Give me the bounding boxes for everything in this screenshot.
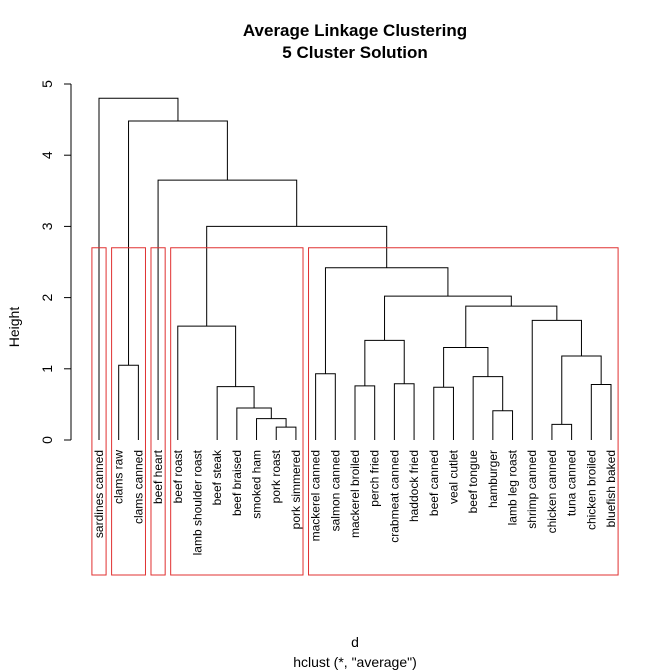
merge-link <box>561 355 602 425</box>
leaf-label: pork roast <box>269 449 283 503</box>
y-tick-label: 2 <box>39 293 55 301</box>
merge-link <box>275 426 297 440</box>
leaf-label: beef braised <box>230 450 244 516</box>
cluster-box <box>308 247 619 576</box>
x-axis-sublabel: hclust (*, "average") <box>293 654 417 670</box>
merge-link <box>433 386 454 440</box>
leaf-label: tuna canned <box>565 450 579 516</box>
leaf-label: lamb leg roast <box>506 449 520 525</box>
leaf-label: hamburger <box>486 450 500 508</box>
merge-link <box>531 319 582 440</box>
leaf-label: pork simmered <box>289 450 303 529</box>
leaf-label: mackerel broiled <box>348 450 362 538</box>
merge-link <box>364 339 405 386</box>
merge-link <box>590 383 612 440</box>
leaf-label: perch fried <box>368 450 382 507</box>
merge-link <box>324 267 449 374</box>
leaf-label: beef steak <box>210 449 224 505</box>
leaf-label: clams canned <box>131 450 145 524</box>
cluster-box <box>111 247 146 576</box>
leaf-label: chicken canned <box>545 450 559 533</box>
leaf-label: sardines canned <box>92 450 106 538</box>
merge-link <box>393 383 415 440</box>
merge-link <box>256 418 287 440</box>
merge-link <box>157 179 298 440</box>
merge-link <box>492 410 514 440</box>
merge-link <box>443 346 489 388</box>
y-tick-label: 1 <box>39 365 55 373</box>
chart-subtitle: 5 Cluster Solution <box>282 43 427 62</box>
merge-link <box>465 305 558 348</box>
y-tick-label: 4 <box>39 151 55 159</box>
cluster-box <box>170 247 304 576</box>
chart-title: Average Linkage Clustering <box>243 21 467 40</box>
leaf-label: clams raw <box>112 450 126 504</box>
merge-link <box>551 423 573 440</box>
leaf-label: haddock fried <box>407 450 421 522</box>
cluster-box <box>150 247 166 576</box>
leaf-label: veal cutlet <box>446 449 460 504</box>
leaf-label: crabmeat canned <box>387 450 401 543</box>
leaf-label: shrimp canned <box>525 450 539 529</box>
leaf-label: beef canned <box>427 450 441 516</box>
merge-link <box>206 225 388 327</box>
y-tick-label: 3 <box>39 222 55 230</box>
merge-link <box>118 364 139 440</box>
leaf-label: salmon canned <box>328 450 342 531</box>
leaf-label: lamb shoulder roast <box>190 449 204 555</box>
y-tick-label: 5 <box>39 80 55 88</box>
leaf-label: beef roast <box>171 449 185 503</box>
y-axis: 0 1 2 3 4 5 <box>39 80 72 444</box>
merge-link <box>98 97 179 440</box>
leaf-label: mackerel canned <box>309 450 323 541</box>
y-axis-label: Height <box>6 307 22 348</box>
leaf-label: beef heart <box>151 449 165 504</box>
merge-link <box>384 295 512 341</box>
y-tick-label: 0 <box>39 436 55 444</box>
leaf-label: smoked ham <box>250 450 264 519</box>
cluster-box <box>91 247 107 576</box>
merge-link <box>216 386 255 440</box>
dendrogram-tree <box>98 97 612 440</box>
leaf-label: beef tongue <box>466 450 480 514</box>
merge-link <box>354 385 376 440</box>
leaf-label: chicken broiled <box>584 450 598 530</box>
leaf-labels: sardines canned clams raw clams canned beef… <box>92 449 618 555</box>
leaf-label: bluefish baked <box>604 450 618 527</box>
merge-link <box>236 407 272 440</box>
merge-link <box>472 376 504 440</box>
merge-link <box>315 373 336 440</box>
merge-link <box>177 325 237 440</box>
x-axis-label: d <box>351 634 359 650</box>
cluster-boxes <box>91 247 619 576</box>
